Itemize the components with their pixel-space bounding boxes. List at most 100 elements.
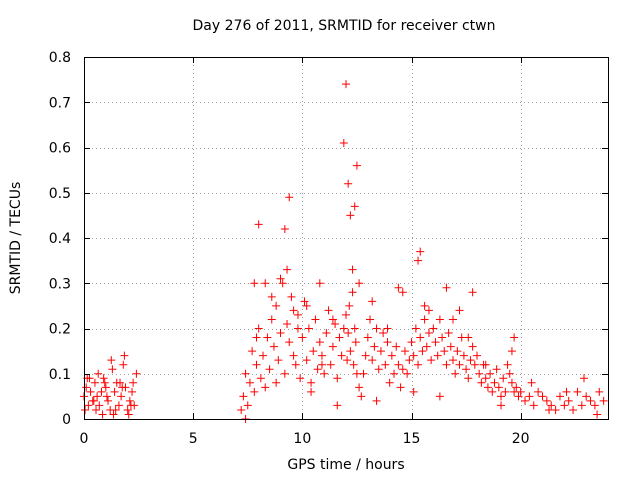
x-axis-label: GPS time / hours <box>287 457 405 473</box>
data-point <box>451 369 460 378</box>
data-point <box>392 342 401 351</box>
chart-title: Day 276 of 2011, SRMTID for receiver ctw… <box>192 18 496 34</box>
data-point <box>486 369 495 378</box>
grid-lines <box>84 57 608 419</box>
data-point <box>309 347 318 356</box>
data-point <box>322 329 331 338</box>
data-point <box>118 383 127 392</box>
data-point <box>595 387 604 396</box>
data-point <box>109 410 118 419</box>
data-point <box>100 378 109 387</box>
data-point <box>97 387 106 396</box>
data-point <box>289 351 298 360</box>
data-point <box>350 324 359 333</box>
data-point <box>315 338 324 347</box>
data-point <box>293 310 302 319</box>
data-point <box>355 279 364 288</box>
data-point <box>315 279 324 288</box>
data-point <box>473 351 481 360</box>
x-tick-label: 0 <box>80 431 89 447</box>
data-point <box>431 338 440 347</box>
data-point <box>287 292 296 301</box>
data-point <box>119 360 128 369</box>
data-point <box>586 396 595 405</box>
data-point <box>111 405 120 414</box>
data-point <box>99 374 108 383</box>
data-point <box>435 315 444 324</box>
data-point <box>368 297 377 306</box>
data-point <box>514 392 523 401</box>
data-point <box>245 378 254 387</box>
data-point <box>254 220 263 229</box>
data-point <box>110 387 119 396</box>
data-point <box>405 356 414 365</box>
data-point <box>259 351 268 360</box>
data-point <box>381 360 390 369</box>
data-point <box>333 374 342 383</box>
plot-frame <box>84 57 609 420</box>
data-point <box>304 324 313 333</box>
data-point <box>510 333 519 342</box>
data-point <box>114 401 123 410</box>
data-point <box>505 369 514 378</box>
data-point <box>104 396 113 405</box>
x-tick-label: 15 <box>403 431 421 447</box>
data-point <box>534 387 543 396</box>
data-point <box>372 324 381 333</box>
data-point <box>497 392 506 401</box>
data-point <box>345 301 354 310</box>
data-point <box>98 410 107 419</box>
data-point <box>440 347 449 356</box>
data-point <box>261 279 270 288</box>
data-point <box>501 387 510 396</box>
data-point <box>409 387 418 396</box>
data-point <box>263 333 272 342</box>
data-point <box>383 338 392 347</box>
data-point <box>525 392 534 401</box>
data-point <box>582 392 591 401</box>
data-point <box>442 283 451 292</box>
data-point <box>497 401 506 410</box>
data-point <box>414 360 423 369</box>
data-point <box>429 324 438 333</box>
data-point <box>355 383 364 392</box>
data-point <box>577 401 586 410</box>
data-point <box>313 365 322 374</box>
y-tick-label: 0.6 <box>49 141 71 157</box>
data-point <box>490 378 499 387</box>
data-point <box>400 347 409 356</box>
data-point <box>252 333 261 342</box>
data-point <box>477 378 486 387</box>
data-point <box>466 356 475 365</box>
data-point <box>120 351 129 360</box>
data-point <box>132 369 141 378</box>
data-point <box>590 401 599 410</box>
data-point <box>448 315 457 324</box>
data-point <box>394 360 403 369</box>
data-point <box>239 392 248 401</box>
data-point <box>250 279 259 288</box>
data-point <box>383 324 392 333</box>
y-tick-label: 0.4 <box>49 231 71 247</box>
y-tick-label: 0.3 <box>49 276 71 292</box>
data-point <box>102 392 111 401</box>
data-point <box>351 338 360 347</box>
data-point <box>89 396 98 405</box>
data-point <box>488 387 497 396</box>
data-point <box>285 193 294 202</box>
data-point <box>416 333 425 342</box>
data-point <box>256 374 265 383</box>
data-point <box>293 324 302 333</box>
data-point <box>320 369 329 378</box>
data-point <box>267 292 276 301</box>
data-point <box>346 211 355 220</box>
data-point <box>527 378 536 387</box>
data-point <box>283 265 292 274</box>
tick-labels: 0 5 10 15 20 0 0.1 0.2 0.3 0.4 0.5 0.6 0.7 0.8 <box>49 50 530 447</box>
data-point <box>339 324 348 333</box>
data-point <box>296 374 305 383</box>
data-point <box>124 410 133 419</box>
data-point <box>261 383 270 392</box>
data-point <box>424 329 433 338</box>
data-point <box>357 392 366 401</box>
